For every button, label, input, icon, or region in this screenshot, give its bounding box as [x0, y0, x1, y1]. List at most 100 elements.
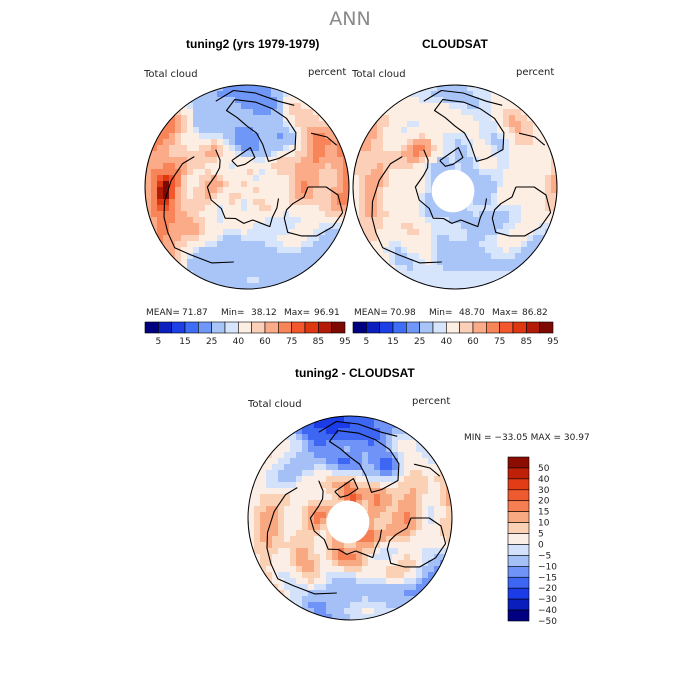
variable-label: Total cloud: [144, 69, 198, 80]
mean-value: 70.98: [390, 308, 416, 318]
colorbar-tick-label: 30: [538, 486, 550, 496]
colorbar-tick-label: 10: [538, 519, 550, 529]
colorbar-tick-label: 50: [538, 464, 550, 474]
units-label: percent: [516, 67, 555, 78]
colorbar-swatch: [419, 321, 434, 334]
colorbar-swatch: [264, 321, 279, 334]
colorbar-tick-label: 40: [233, 337, 245, 347]
colorbar-swatch: [366, 321, 380, 334]
colorbar-swatch: [278, 321, 292, 334]
colorbar-swatch: [507, 566, 530, 578]
colorbar-tick-label: 60: [467, 337, 479, 347]
season-title: ANN: [329, 8, 371, 30]
colorbar-swatch: [352, 321, 367, 334]
colorbar-tick-label: 5: [363, 337, 369, 347]
colorbar-tick-label: −50: [538, 617, 557, 627]
colorbar-tick-label: 40: [441, 337, 453, 347]
colorbar-swatch: [251, 321, 266, 334]
colorbar-swatch: [507, 598, 530, 611]
colorbar-swatch: [291, 321, 306, 334]
colorbar-swatch: [472, 321, 487, 334]
colorbar-swatch: [499, 321, 514, 334]
units-label: percent: [308, 67, 347, 78]
colorbar-swatch: [507, 522, 530, 534]
colorbar-swatch: [539, 321, 554, 334]
colorbar-swatch: [158, 321, 172, 334]
colorbar-swatch: [318, 321, 332, 334]
colorbar-tick-label: −10: [538, 562, 557, 572]
colorbar-swatch: [379, 321, 394, 334]
colorbar-tick-label: −5: [538, 551, 551, 561]
colorbar-swatch: [507, 478, 530, 491]
min-value: 48.70: [459, 308, 485, 318]
variable-label: Total cloud: [352, 69, 406, 80]
colorbar-swatch: [507, 544, 530, 556]
max-value: 96.91: [314, 308, 340, 318]
colorbar-tick-label: 85: [313, 337, 324, 347]
colorbar-swatch: [331, 321, 346, 334]
colorbar-swatch: [507, 456, 530, 469]
mean-label: MEAN=: [354, 308, 388, 318]
colorbar-swatch: [238, 321, 252, 334]
colorbar-swatch: [507, 555, 530, 567]
min-max-label: MIN = −33.05 MAX = 30.97: [464, 433, 590, 443]
polar-map-model: [144, 84, 350, 290]
colorbar-tick-label: 15: [538, 508, 549, 518]
colorbar-tick-label: 85: [521, 337, 532, 347]
colorbar-swatch: [507, 500, 530, 512]
colorbar-swatch: [507, 533, 530, 545]
colorbar-tick-label: 75: [494, 337, 505, 347]
colorbar-absolute: 5 15 25 40 60 75 85 95: [144, 321, 351, 347]
panel-title: CLOUDSAT: [422, 37, 488, 51]
panel-title: tuning2 (yrs 1979-1979): [186, 37, 320, 51]
colorbar-tick-label: 75: [286, 337, 297, 347]
panel-title: tuning2 - CLOUDSAT: [295, 366, 415, 380]
colorbar-swatch: [432, 321, 447, 334]
colorbar-swatch: [507, 587, 530, 600]
colorbar-tick-label: −30: [538, 595, 557, 605]
colorbar-swatch: [184, 321, 199, 334]
colorbar-tick-label: 25: [206, 337, 217, 347]
colorbar-swatch: [507, 489, 530, 502]
variable-label: Total cloud: [248, 399, 302, 410]
colorbar-swatch: [224, 321, 239, 334]
colorbar-swatch: [507, 576, 530, 589]
colorbar-absolute: 5 15 25 40 60 75 85 95: [352, 321, 559, 347]
colorbar-swatch: [211, 321, 226, 334]
colorbar-swatch: [507, 609, 530, 622]
colorbar-tick-label: 25: [414, 337, 425, 347]
max-label: Max=: [284, 308, 311, 318]
colorbar-tick-label: 20: [538, 497, 550, 507]
colorbar-swatch: [526, 321, 540, 334]
min-label: Min=: [221, 308, 245, 318]
colorbar-tick-label: 5: [155, 337, 161, 347]
colorbar-swatch: [446, 321, 460, 334]
colorbar-tick-label: 15: [179, 337, 190, 347]
mean-value: 71.87: [182, 308, 208, 318]
colorbar-swatch: [171, 321, 186, 334]
colorbar-tick-label: 0: [538, 540, 544, 550]
colorbar-swatch: [507, 467, 530, 480]
colorbar-tick-label: 95: [339, 337, 350, 347]
colorbar-tick-label: 60: [259, 337, 271, 347]
units-label: percent: [412, 396, 451, 407]
colorbar-swatch: [198, 321, 212, 334]
colorbar-tick-label: 15: [387, 337, 398, 347]
min-value: 38.12: [251, 308, 277, 318]
colorbar-swatch: [304, 321, 319, 334]
colorbar-tick-label: −40: [538, 606, 557, 616]
min-label: Min=: [429, 308, 453, 318]
polar-map-difference: [247, 415, 453, 621]
colorbar-tick-label: −15: [538, 573, 557, 583]
colorbar-tick-label: 5: [538, 530, 544, 540]
colorbar-tick-label: 95: [547, 337, 558, 347]
max-label: Max=: [492, 308, 519, 318]
colorbar-swatch: [486, 321, 500, 334]
colorbar-swatch: [507, 511, 530, 523]
colorbar-swatch: [406, 321, 420, 334]
mean-label: MEAN=: [146, 308, 180, 318]
max-value: 86.82: [522, 308, 548, 318]
colorbar-swatch: [459, 321, 474, 334]
